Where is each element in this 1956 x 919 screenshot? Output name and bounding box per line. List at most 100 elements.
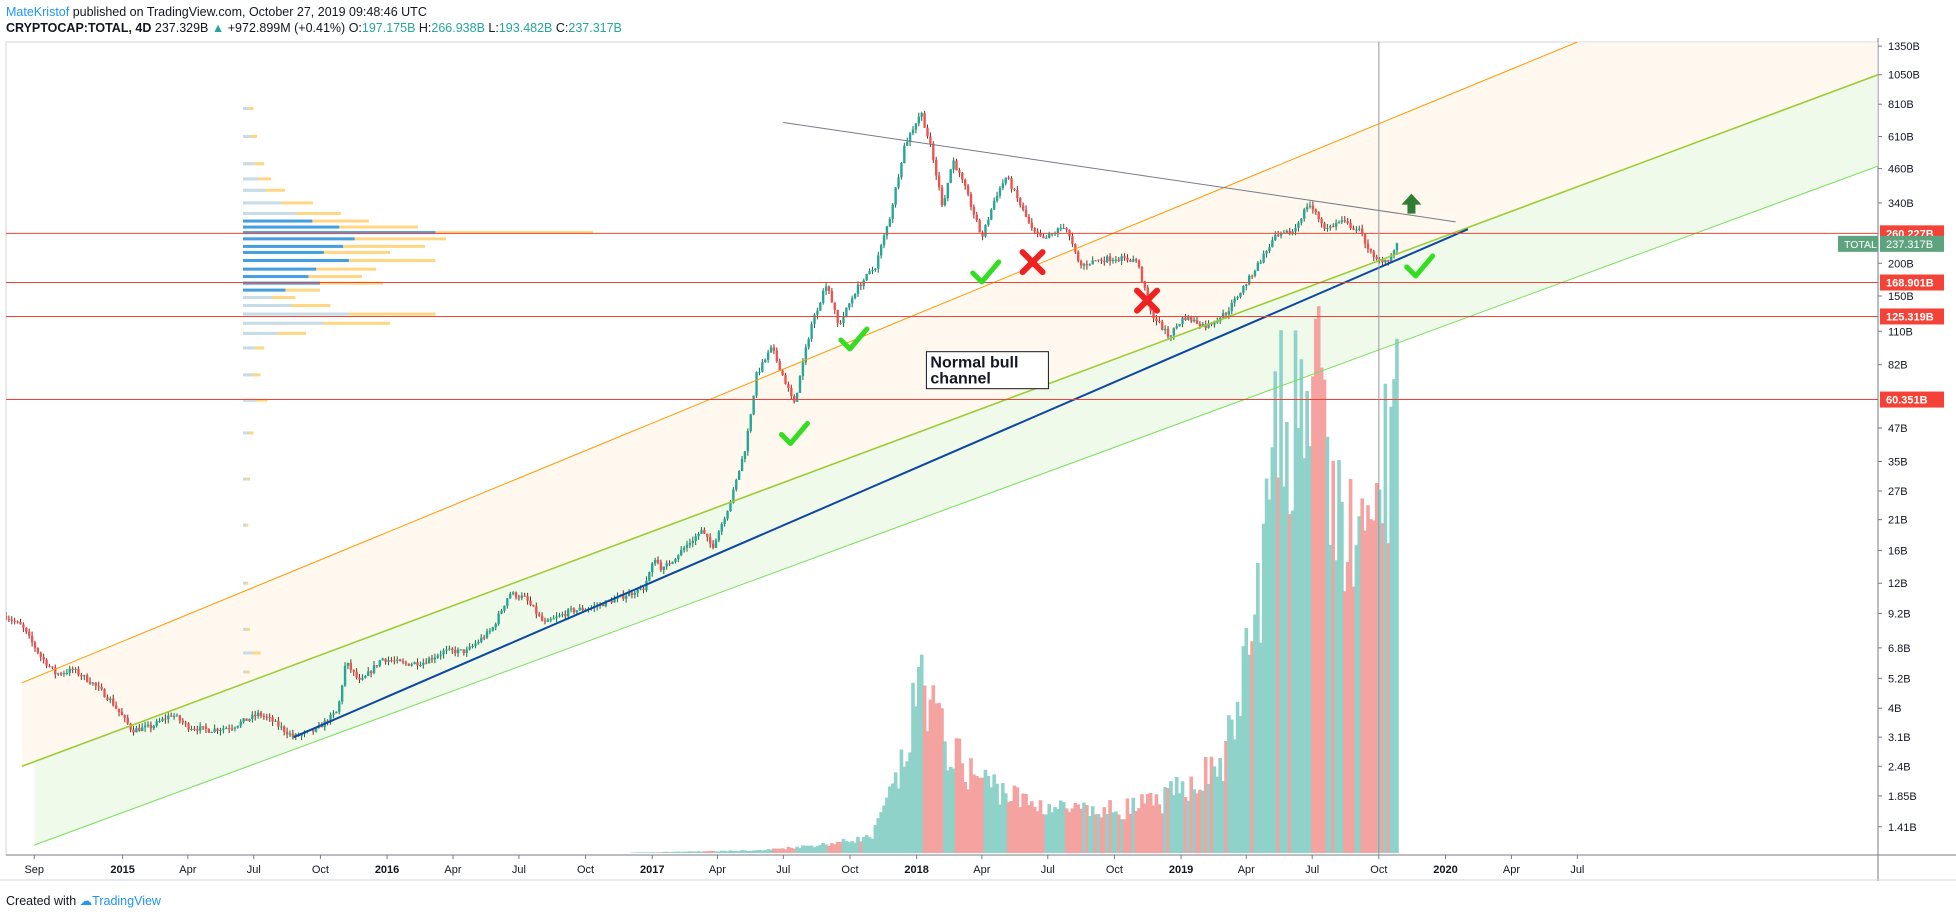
candle-body — [314, 727, 318, 732]
resistance-trendline[interactable] — [783, 121, 1456, 223]
candle-body — [1236, 297, 1239, 299]
candle-body — [1311, 205, 1315, 210]
channel-low-line[interactable] — [34, 165, 1878, 846]
volume-bar — [1345, 562, 1350, 853]
volume-bar — [705, 851, 710, 853]
channel-top-line[interactable] — [21, 42, 1578, 684]
volume-bar — [1172, 795, 1176, 853]
volume-bar — [1105, 813, 1109, 853]
volume-bar — [1348, 479, 1353, 853]
level-price-label: 168.901B — [1886, 278, 1934, 290]
volume-bar — [937, 702, 941, 853]
volume-bar — [1334, 560, 1338, 853]
candle-body — [198, 726, 202, 731]
candle-body — [1355, 229, 1358, 231]
candle-body — [42, 656, 45, 660]
candle-body — [538, 614, 541, 616]
candle-body — [349, 662, 353, 670]
candle-body — [1048, 234, 1051, 238]
candle-body — [1181, 317, 1184, 325]
candle-body — [569, 608, 573, 610]
candle-body — [1300, 218, 1303, 223]
candle-body — [445, 649, 448, 651]
y-tick-label: 47B — [1888, 423, 1908, 435]
candle-body — [720, 523, 723, 532]
volume-bar — [1203, 757, 1208, 853]
volume-bar — [908, 752, 912, 853]
volume-bar — [943, 741, 947, 853]
y-tick-label: 82B — [1888, 360, 1908, 372]
candle-body — [242, 718, 245, 722]
annotation-box[interactable] — [925, 351, 1049, 390]
volume-bar — [1258, 642, 1263, 853]
candle-body — [268, 717, 271, 719]
candle-body — [708, 537, 712, 544]
candle-body — [1259, 262, 1262, 264]
volume-bar — [1009, 801, 1014, 853]
candle-body — [935, 159, 938, 176]
volume-bar — [679, 851, 683, 853]
volume-bar — [1041, 814, 1046, 853]
volume-bar — [1389, 406, 1393, 853]
candle-body — [343, 665, 347, 686]
candle-body — [480, 637, 483, 642]
candle-body — [520, 595, 524, 598]
candle-body — [1129, 260, 1132, 262]
y-tick-label: 4B — [1888, 703, 1901, 715]
y-tick-label: 110B — [1888, 326, 1913, 338]
volume-bar — [1261, 523, 1266, 853]
candle-body — [1103, 260, 1106, 263]
volume-bar — [945, 770, 950, 853]
candle-body — [1360, 228, 1364, 234]
candle-body — [488, 630, 492, 632]
volume-profile-bar-inner — [243, 303, 292, 307]
tradingview-link[interactable]: TradingView — [92, 894, 161, 908]
volume-bar — [786, 846, 791, 853]
volume-bar — [1143, 803, 1147, 853]
volume-bar — [1256, 563, 1260, 853]
low-value: 193.482B — [498, 21, 553, 35]
channel-middle-line[interactable] — [21, 73, 1878, 768]
volume-bar — [746, 851, 750, 853]
check-mark-icon — [838, 326, 870, 352]
symbol-title[interactable]: CRYPTOCAP:TOTAL, 4D — [6, 21, 152, 35]
channel-bottom-trendline[interactable] — [293, 228, 1469, 739]
x-tick-label: Jul — [1041, 864, 1055, 876]
annotation-text-line2: channel — [930, 371, 990, 388]
candle-body — [819, 302, 822, 311]
candle-body — [172, 715, 176, 717]
volume-bar — [928, 699, 933, 853]
candle-body — [1001, 183, 1005, 189]
candle-body — [169, 715, 173, 717]
candle-body — [451, 648, 454, 651]
volume-profile-bar-inner — [243, 281, 320, 285]
candle-body — [668, 563, 671, 565]
candle-body — [940, 187, 944, 206]
candle-body — [225, 728, 228, 730]
volume-bar — [977, 777, 982, 853]
author-link[interactable]: MateKristof — [6, 5, 70, 19]
volume-profile-bar-inner — [243, 651, 253, 655]
candle-body — [816, 310, 819, 315]
candle-body — [106, 697, 109, 701]
candle-body — [459, 649, 463, 651]
candle-body — [798, 375, 802, 393]
volume-bar — [1206, 783, 1211, 853]
volume-bar — [1116, 814, 1121, 853]
candle-body — [827, 286, 831, 292]
volume-bar — [841, 838, 846, 853]
volume-bar — [1085, 805, 1089, 853]
volume-bar — [1325, 436, 1330, 853]
candle-body — [882, 235, 886, 246]
volume-bar — [714, 851, 718, 853]
volume-bar — [1148, 792, 1153, 853]
volume-bar — [719, 850, 724, 853]
candle-body — [1285, 231, 1289, 233]
volume-bar — [1189, 776, 1194, 853]
volume-profile-bar-inner — [243, 331, 278, 335]
volume-bar — [1340, 501, 1344, 853]
volume-bar — [1227, 715, 1231, 853]
candle-body — [178, 715, 182, 721]
volume-bar — [1177, 793, 1182, 853]
